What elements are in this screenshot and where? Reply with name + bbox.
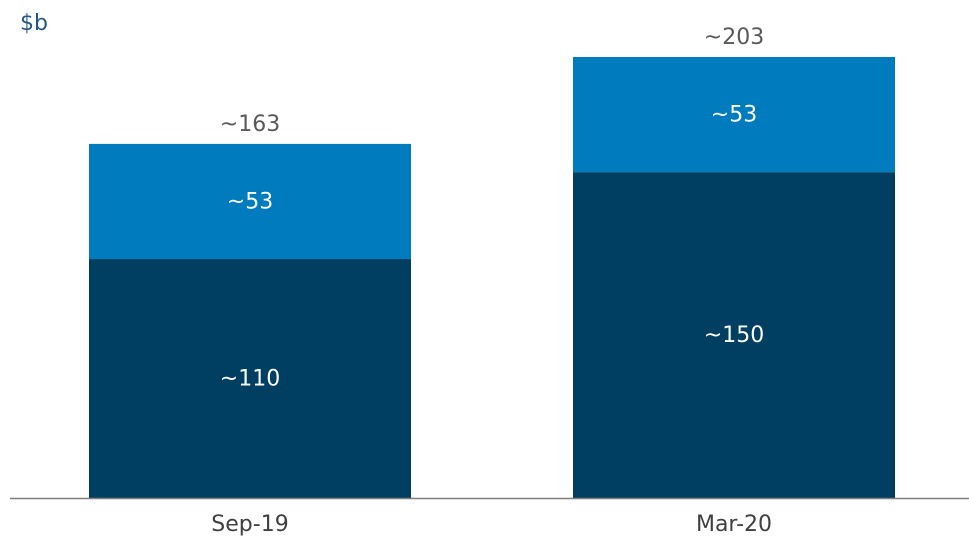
x-tick-label: Sep-19 bbox=[211, 512, 288, 537]
value-label: ~110 bbox=[220, 367, 280, 392]
value-label: ~150 bbox=[704, 323, 764, 348]
bar-segment bbox=[89, 143, 411, 260]
x-tick-label: Mar-20 bbox=[696, 512, 772, 537]
unit-label: $b bbox=[20, 11, 48, 36]
total-label: ~163 bbox=[220, 112, 280, 137]
bar-segment bbox=[89, 259, 411, 498]
bar-segment bbox=[573, 57, 895, 173]
value-label: ~53 bbox=[227, 189, 273, 214]
bar-segment bbox=[573, 172, 895, 498]
value-label: ~53 bbox=[711, 103, 757, 128]
total-label: ~203 bbox=[704, 25, 764, 50]
